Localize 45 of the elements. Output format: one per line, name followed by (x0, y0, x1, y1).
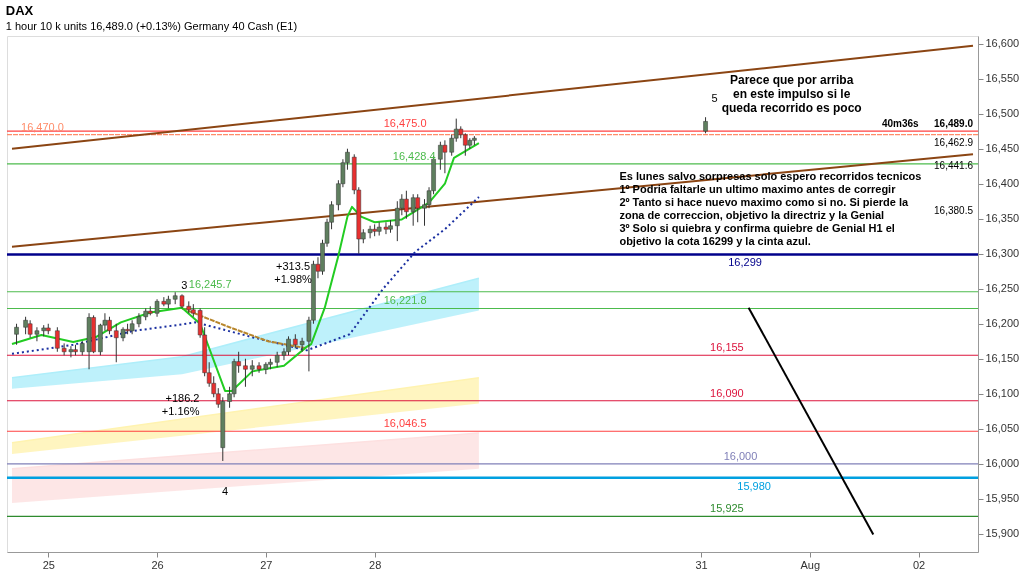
annotation: 16,380.5 (934, 205, 974, 217)
annotation: 5 (711, 91, 718, 104)
y-tick-label: 16,000 (985, 457, 1020, 470)
y-tick-label: 16,300 (985, 247, 1020, 260)
ref-line-label: 16,221.8 (383, 294, 427, 307)
ref-line-label: 16,155 (710, 341, 744, 354)
y-tick-label: 15,950 (985, 492, 1020, 505)
x-tick-label: 25 (42, 558, 55, 571)
y-tick-label: 16,400 (985, 177, 1020, 190)
y-tick-label: 16,250 (985, 282, 1020, 295)
annotation: 40m36s (881, 118, 920, 130)
y-tick-label: 16,550 (985, 72, 1020, 85)
x-tick-label: 31 (695, 558, 708, 571)
annotation: 4 (221, 485, 229, 498)
annotation: 16,441.6 (934, 160, 974, 172)
ref-line-label: 16,090 (710, 386, 744, 399)
y-tick-label: 16,050 (985, 422, 1020, 435)
annotation: Parece que por arriba en este impulso si le queda recorrido es poco (721, 72, 862, 115)
x-tick-label: 26 (151, 558, 164, 571)
annotation: 16,462.9 (934, 136, 974, 148)
ref-line-label: 16,470.0 (21, 120, 64, 133)
ref-line-label: 16,245.7 (188, 277, 232, 290)
chart-title: DAX (5, 3, 34, 18)
ref-line-label: 15,980 (737, 479, 771, 492)
ref-line-label: 16,475.0 (383, 117, 427, 130)
y-tick-label: 15,900 (985, 527, 1020, 540)
y-tick-label: 16,100 (985, 387, 1020, 400)
x-tick-label: 02 (912, 558, 926, 571)
y-tick-label: 16,200 (985, 317, 1020, 330)
y-tick-label: 16,150 (985, 352, 1020, 365)
y-tick-label: 16,500 (985, 107, 1020, 120)
ref-line-label: 16,046.5 (383, 417, 427, 430)
ref-line-label: 16,000 (723, 449, 758, 462)
ref-line-label: 16,428.4 (392, 149, 436, 162)
y-tick-label: 16,350 (985, 212, 1020, 225)
y-tick-label: 16,450 (985, 142, 1020, 155)
x-tick-label: 28 (369, 558, 382, 571)
annotation: 16,489.0 (934, 118, 974, 130)
x-tick-label: 27 (260, 558, 273, 571)
x-tick-label: Aug (800, 558, 821, 571)
y-tick-label: 16,600 (985, 37, 1020, 50)
chart-subtitle: 1 hour 10 k units 16,489.0 (+0.13%) Germany 40 Cash (E1) (5, 20, 298, 32)
annotation: 3 (181, 279, 188, 292)
ref-line-label: 15,925 (710, 502, 744, 515)
ref-line-label: 16,299 (728, 256, 762, 269)
